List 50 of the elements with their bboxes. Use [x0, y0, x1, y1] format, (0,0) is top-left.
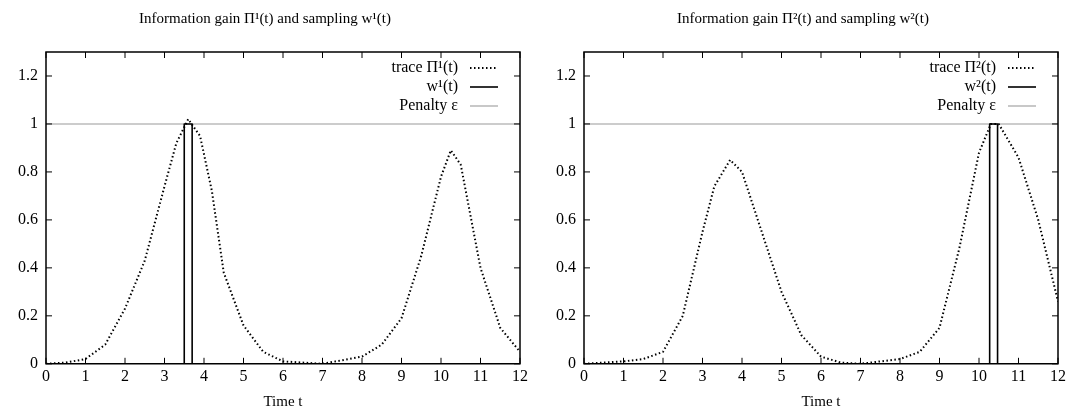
y-tick-label: 0.8: [18, 162, 38, 180]
x-tick-label: 7: [856, 366, 865, 384]
y-tick-label: 1: [30, 114, 38, 132]
x-tick-label: 1: [619, 366, 628, 384]
y-tick-label: 0.2: [556, 306, 576, 324]
x-tick-label: 4: [738, 366, 746, 384]
x-tick-label: 6: [817, 366, 825, 384]
x-tick-label: 8: [896, 366, 904, 384]
legend-label: w¹(t): [426, 77, 458, 96]
x-tick-label: 12: [1050, 366, 1066, 384]
x-tick-label: 9: [397, 366, 406, 384]
y-tick-label: 1: [568, 114, 576, 132]
chart-title: Information gain Π²(t) and sampling w²(t): [677, 9, 929, 27]
y-tick-label: 0.6: [556, 210, 576, 228]
y-tick-label: 0: [30, 354, 38, 371]
legend-label: trace Π²(t): [929, 58, 996, 77]
y-tick-label: 0.6: [18, 210, 38, 228]
x-tick-label: 10: [433, 366, 449, 384]
y-tick-label: 0.2: [18, 306, 38, 324]
y-tick-label: 0: [568, 354, 576, 371]
y-tick-label: 0.4: [556, 258, 576, 276]
x-tick-label: 11: [472, 366, 489, 384]
x-tick-label: 3: [160, 366, 169, 384]
x-tick-label: 0: [42, 366, 50, 384]
x-tick-label: 5: [239, 366, 248, 384]
x-tick-label: 4: [200, 366, 208, 384]
x-tick-label: 12: [512, 366, 528, 384]
x-tick-label: 3: [698, 366, 707, 384]
x-tick-label: 7: [318, 366, 327, 384]
chart-title: Information gain Π¹(t) and sampling w¹(t): [139, 9, 391, 27]
x-tick-label: 9: [935, 366, 944, 384]
x-tick-label: 6: [279, 366, 287, 384]
y-tick-label: 1.2: [18, 66, 38, 84]
y-tick-label: 1.2: [556, 66, 576, 84]
y-tick-label: 0.4: [18, 258, 38, 276]
legend-label: Penalty ε: [399, 96, 459, 115]
x-tick-label: 0: [580, 366, 588, 384]
x-axis-title: Time t: [263, 392, 304, 409]
x-tick-label: 11: [1010, 366, 1027, 384]
legend-label: Penalty ε: [937, 96, 997, 115]
x-tick-label: 2: [121, 366, 129, 384]
x-tick-label: 5: [777, 366, 786, 384]
x-axis-title: Time t: [801, 392, 842, 409]
x-tick-label: 8: [358, 366, 366, 384]
legend-label: trace Π¹(t): [391, 58, 458, 77]
legend-label: w²(t): [964, 77, 996, 96]
y-tick-label: 0.8: [556, 162, 576, 180]
x-tick-label: 1: [81, 366, 90, 384]
x-tick-label: 10: [971, 366, 987, 384]
x-tick-label: 2: [659, 366, 667, 384]
